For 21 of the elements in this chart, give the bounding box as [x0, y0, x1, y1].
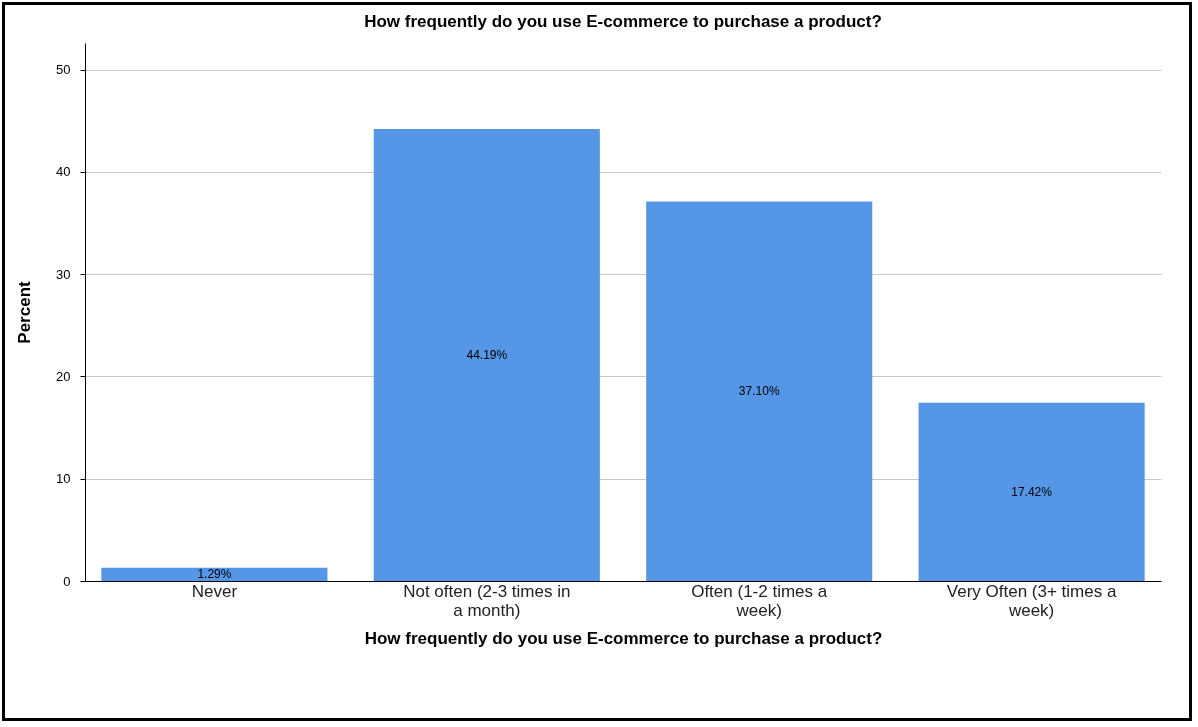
bar	[918, 402, 1145, 581]
y-axis-title: Percent	[15, 280, 35, 344]
y-tick-label: 10	[56, 471, 71, 487]
x-tick-label: Never	[191, 581, 238, 601]
bar	[373, 129, 600, 581]
x-axis-title: How frequently do you use E-commerce to purchase a product?	[364, 628, 883, 648]
data-label: 17.42%	[1011, 484, 1053, 499]
y-tick-label: 30	[56, 266, 71, 282]
data-label: 37.10%	[738, 384, 780, 399]
y-tick-label: 20	[56, 368, 71, 384]
bar	[646, 201, 873, 581]
x-tick-label: Often (1-2 times a week)	[691, 581, 828, 620]
y-tick-label: 40	[56, 164, 71, 180]
y-tick-label: 0	[63, 573, 71, 589]
chart-title: How frequently do you use E-commerce to purchase a product?	[364, 12, 882, 31]
x-tick-label: Not often (2-3 times in a month)	[403, 581, 571, 620]
data-label: 44.19%	[466, 348, 508, 363]
bar	[101, 567, 328, 581]
x-tick-label: Very Often (3+ times a week)	[946, 581, 1117, 620]
y-tick-label: 50	[56, 62, 71, 78]
data-label: 1.29%	[197, 567, 232, 582]
